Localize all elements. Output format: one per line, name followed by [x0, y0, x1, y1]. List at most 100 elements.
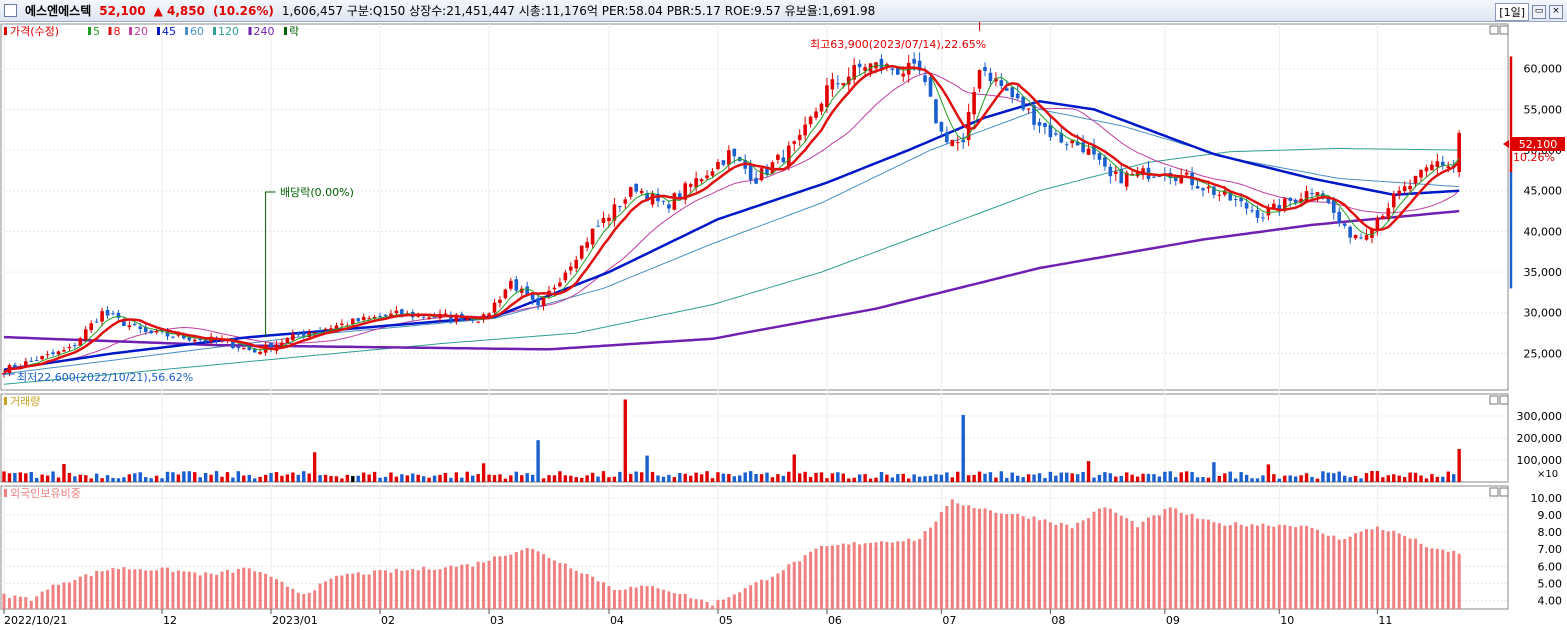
candle-body — [748, 165, 753, 180]
maximize-icon[interactable]: ▭ — [1532, 5, 1546, 19]
volume-bar — [945, 472, 949, 482]
volume-bar — [94, 473, 99, 482]
panel-3-close-icon[interactable] — [1499, 487, 1509, 497]
candle-body — [846, 76, 851, 85]
candle-body — [667, 204, 671, 209]
volume-bar — [372, 471, 377, 482]
volume-bar — [1037, 473, 1042, 482]
foreign-ratio-bar — [1250, 524, 1254, 609]
candle-body — [541, 297, 546, 306]
foreign-ratio-bar — [62, 582, 66, 609]
panel-1-max-icon[interactable] — [1489, 25, 1499, 35]
volume-bar — [2, 471, 6, 482]
foreign-ratio-bar — [367, 574, 371, 609]
volume-bar — [389, 472, 393, 482]
foreign-ratio-bar — [1343, 539, 1347, 609]
volume-bar — [1059, 472, 1063, 482]
foreign-ratio-bar — [362, 574, 366, 609]
x-tick-label: 07 — [942, 614, 956, 627]
close-icon[interactable]: × — [1549, 5, 1563, 19]
volume-bar — [187, 471, 191, 482]
foreign-ratio-bar — [111, 568, 115, 609]
volume-bar — [1304, 473, 1309, 482]
foreign-ratio-bar — [1321, 533, 1325, 609]
foreign-ratio-bar — [1059, 522, 1063, 609]
foreign-ratio-bar — [542, 554, 546, 609]
period-selector[interactable]: [1일] — [1495, 3, 1529, 21]
foreign-ratio-bar — [1152, 515, 1156, 609]
volume-bar — [356, 475, 360, 482]
foreign-ratio-bar — [176, 570, 180, 609]
volume-bar — [520, 475, 524, 482]
volume-bar — [569, 475, 573, 482]
foreign-ratio-bar — [792, 561, 796, 609]
volume-bar — [1010, 472, 1014, 482]
foreign-ratio-bar — [1076, 522, 1080, 609]
candle-body — [1397, 190, 1401, 195]
foreign-ratio-bar — [879, 541, 883, 609]
volume-bar — [977, 471, 982, 482]
volume-bar — [411, 473, 415, 482]
foreign-ratio-bar — [1381, 530, 1385, 609]
volume-bar — [1343, 475, 1347, 482]
foreign-ratio-bar — [329, 578, 333, 609]
candle-body — [1375, 218, 1380, 230]
volume-bar — [661, 476, 666, 482]
volume-bar — [307, 473, 311, 482]
volume-bar — [896, 474, 900, 482]
candle-body — [536, 298, 540, 306]
panel-2-close-icon[interactable] — [1499, 395, 1509, 405]
volume-bar — [743, 472, 747, 482]
volume-bar — [781, 475, 786, 482]
candle-body — [165, 331, 170, 337]
foreign-ratio-bar — [1315, 529, 1319, 609]
volume-bar — [1326, 472, 1331, 482]
volume-bar — [1441, 476, 1445, 482]
candle-body — [1086, 148, 1091, 155]
volume-bar — [596, 476, 600, 482]
foreign-ratio-bar — [656, 588, 660, 609]
volume-bar — [89, 478, 93, 482]
volume-bar — [1086, 461, 1091, 482]
foreign-ratio-bar — [373, 570, 377, 609]
panel-2-max-icon[interactable] — [1489, 395, 1499, 405]
foreign-ratio-bar — [1196, 518, 1200, 609]
volume-bar — [1392, 474, 1396, 482]
panel-3-max-icon[interactable] — [1489, 487, 1499, 497]
candle-body — [192, 339, 197, 342]
foreign-ratio-bar — [809, 551, 813, 609]
volume-bar — [1065, 472, 1069, 482]
foreign-ratio-bar — [1424, 547, 1428, 609]
candle-body — [149, 330, 153, 334]
foreign-ratio-bar — [912, 540, 916, 609]
volume-bar — [509, 475, 513, 482]
foreign-ratio-bar — [318, 583, 322, 609]
candle-body — [171, 336, 175, 338]
foreign-ratio-bar — [2, 593, 6, 609]
candle-body — [694, 178, 698, 188]
foreign-ratio-bar — [1419, 543, 1423, 609]
candle-body — [400, 309, 404, 316]
volume-bar — [1157, 476, 1162, 482]
candle-body — [819, 103, 824, 112]
select-checkbox[interactable] — [4, 4, 17, 17]
volume-bar — [1321, 471, 1325, 482]
foreign-ratio-bar — [1043, 519, 1047, 609]
candle-body — [1070, 140, 1074, 144]
candle-body — [394, 310, 399, 314]
panel-1-close-icon[interactable] — [1499, 25, 1509, 35]
x-tick-label: 04 — [610, 614, 624, 627]
candle-body — [89, 323, 93, 331]
candle-body — [983, 67, 987, 71]
foreign-ratio-bar — [765, 580, 769, 609]
foreign-ratio-bar — [1457, 553, 1461, 609]
chart-canvas[interactable]: 25,00030,00035,00040,00045,00050,00055,0… — [0, 22, 1567, 630]
foreign-ratio-bar — [1403, 535, 1407, 609]
candle-body — [814, 111, 818, 118]
foreign-ratio-bar — [1048, 522, 1052, 609]
foreign-ratio-bar — [988, 510, 992, 609]
foreign-ratio-bar — [1256, 525, 1259, 609]
foreign-ratio-bar — [694, 599, 698, 609]
candle-body — [492, 302, 497, 313]
candle-body — [754, 177, 758, 184]
